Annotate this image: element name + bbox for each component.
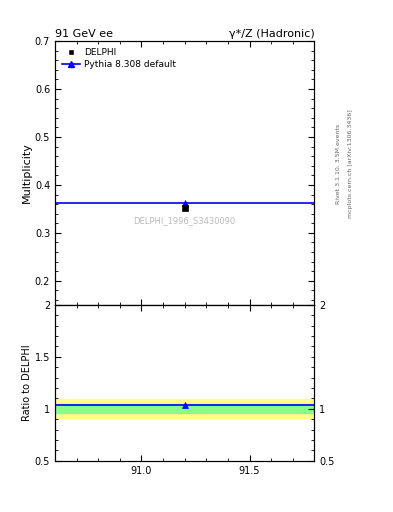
Bar — [55, 404, 314, 414]
Text: Rivet 3.1.10, 3.5M events: Rivet 3.1.10, 3.5M events — [336, 124, 341, 204]
Text: γ*/Z (Hadronic): γ*/Z (Hadronic) — [229, 29, 314, 39]
Y-axis label: Ratio to DELPHI: Ratio to DELPHI — [22, 345, 32, 421]
Y-axis label: Multiplicity: Multiplicity — [22, 142, 32, 203]
Text: 91 GeV ee: 91 GeV ee — [55, 29, 113, 39]
Bar — [55, 399, 314, 418]
Text: DELPHI_1996_S3430090: DELPHI_1996_S3430090 — [134, 216, 236, 225]
Legend: DELPHI, Pythia 8.308 default: DELPHI, Pythia 8.308 default — [59, 46, 178, 72]
Text: mcplots.cern.ch [arXiv:1306.3436]: mcplots.cern.ch [arXiv:1306.3436] — [348, 110, 353, 218]
